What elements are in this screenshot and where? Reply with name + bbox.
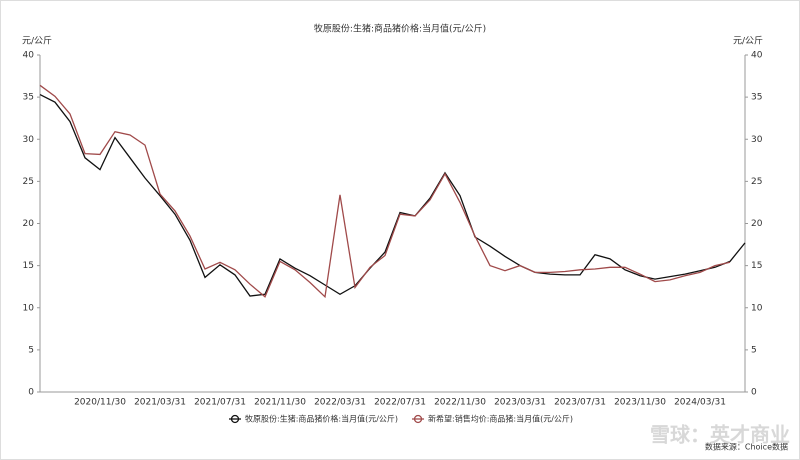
x-tick-label: 2021/03/31 [134,398,186,408]
x-tick-label: 2021/11/30 [254,398,306,408]
y2-tick-label: 5 [751,345,757,355]
y-tick-label: 40 [23,51,35,61]
y2-tick-label: 25 [751,177,762,187]
x-tick-label: 2023/11/30 [614,398,666,408]
x-tick-label: 2021/07/31 [194,398,246,408]
y-tick-label: 5 [28,345,34,355]
y-tick-label: 35 [23,93,34,103]
y-tick-label: 30 [23,135,35,145]
x-tick-label: 2023/07/31 [554,398,606,408]
y2-tick-label: 35 [751,93,762,103]
x-tick-label: 2022/11/30 [434,398,486,408]
y2-tick-label: 0 [751,388,757,398]
y-axis-label: 元/公斤 [22,36,52,47]
y-tick-label: 0 [28,388,34,398]
series-line [39,94,746,297]
y-tick-label: 25 [23,177,34,187]
y-tick-label: 10 [23,303,35,313]
y2-axis-label: 元/公斤 [733,36,763,47]
y2-tick-label: 30 [751,135,763,145]
x-tick-label: 2022/07/31 [374,398,426,408]
source: 数据来源：Choice数据 [705,442,788,452]
y2-tick-label: 20 [751,219,763,229]
legend-label: 新希望:销售均价:商品猪:当月值(元/公斤) [428,414,573,424]
x-tick-label: 2022/03/31 [314,398,366,408]
x-tick-label: 2020/11/30 [74,398,126,408]
y-tick-label: 15 [23,261,34,271]
x-tick-label: 2024/03/31 [674,398,726,408]
x-tick-label: 2023/03/31 [494,398,546,408]
series-line [39,84,731,299]
y2-tick-label: 40 [751,51,763,61]
y-tick-label: 20 [23,219,35,229]
chart-title: 牧原股份:生猪:商品猪价格:当月值(元/公斤) [314,23,486,35]
watermark: 雪球：英才商业 [650,423,790,447]
y2-tick-label: 10 [751,303,763,313]
legend-label: 牧原股份:生猪:商品猪价格:当月值(元/公斤) [245,414,398,424]
y2-tick-label: 15 [751,261,762,271]
